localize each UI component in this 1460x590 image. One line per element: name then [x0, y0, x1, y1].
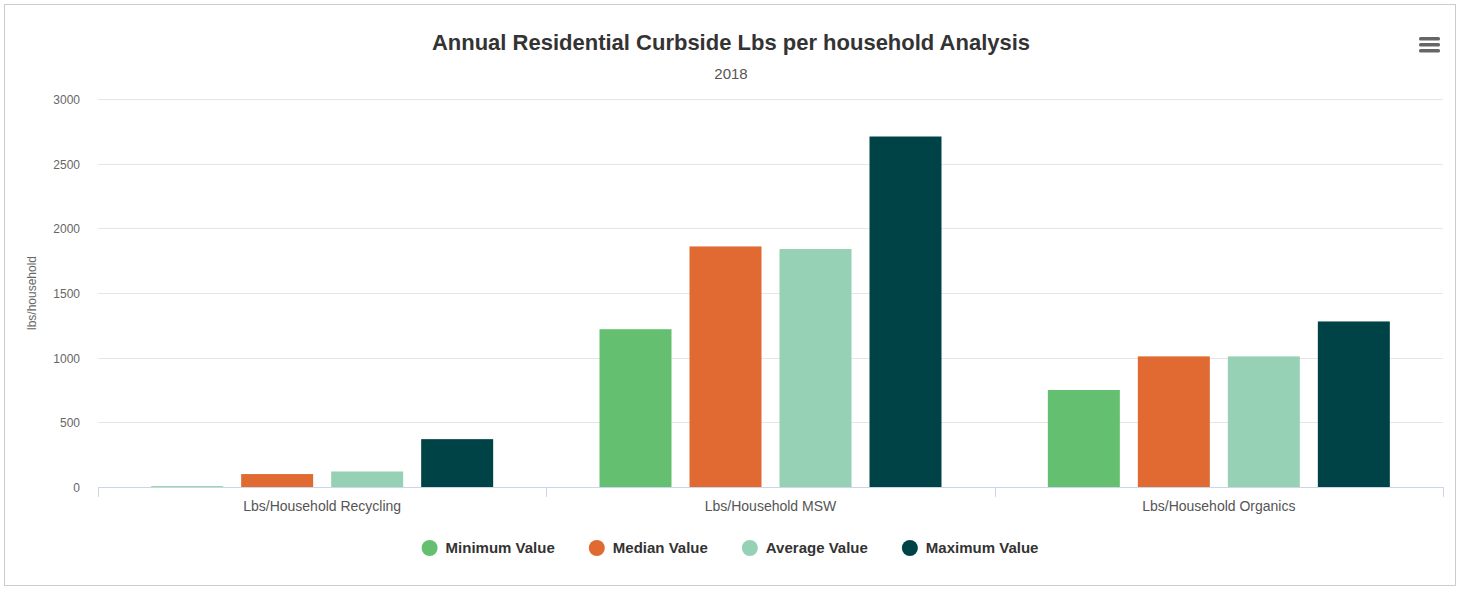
- y-tick-label: 1000: [53, 352, 80, 366]
- x-axis-tick: [546, 487, 547, 497]
- grid-line: [98, 164, 1443, 165]
- chart-title: Annual Residential Curbside Lbs per hous…: [432, 30, 1030, 55]
- legend-item[interactable]: Median Value: [589, 539, 708, 556]
- legend-marker: [422, 540, 438, 556]
- legend-marker: [589, 540, 605, 556]
- bar[interactable]: [241, 474, 313, 487]
- y-tick-label: 0: [73, 481, 80, 495]
- bar[interactable]: [1228, 356, 1300, 487]
- bar[interactable]: [1048, 390, 1120, 487]
- grid-line: [98, 99, 1443, 100]
- x-axis-line: [98, 487, 1443, 488]
- y-tick-label: 500: [60, 416, 80, 430]
- legend-item[interactable]: Maximum Value: [902, 539, 1039, 556]
- bar[interactable]: [1138, 356, 1210, 487]
- legend-label: Median Value: [613, 539, 708, 556]
- chart-subtitle: 2018: [714, 65, 747, 82]
- menu-icon-line: [1419, 43, 1440, 47]
- bar[interactable]: [600, 329, 672, 487]
- bar[interactable]: [780, 249, 852, 487]
- grid-line: [98, 228, 1443, 229]
- legend-marker: [742, 540, 758, 556]
- y-tick-label: 2500: [53, 158, 80, 172]
- chart-frame: [5, 5, 1456, 586]
- bar[interactable]: [151, 486, 223, 487]
- x-tick-label: Lbs/Household Recycling: [243, 498, 401, 514]
- chart-container: Annual Residential Curbside Lbs per hous…: [0, 0, 1460, 590]
- y-axis-title: lbs/household: [25, 256, 39, 330]
- menu-button[interactable]: [1419, 37, 1440, 53]
- legend-marker: [902, 540, 918, 556]
- legend-label: Minimum Value: [446, 539, 555, 556]
- bar[interactable]: [690, 246, 762, 487]
- y-tick-label: 1500: [53, 287, 80, 301]
- menu-icon-line: [1419, 49, 1440, 53]
- legend-label: Maximum Value: [926, 539, 1039, 556]
- x-axis-tick: [995, 487, 996, 497]
- bar[interactable]: [421, 439, 493, 487]
- x-tick-label: Lbs/Household MSW: [705, 498, 837, 514]
- x-axis-tick: [98, 487, 99, 497]
- bar[interactable]: [1318, 321, 1390, 487]
- legend: Minimum Value Median Value Average Value Ma…: [422, 539, 1039, 556]
- bar[interactable]: [331, 471, 403, 487]
- y-grid: [98, 100, 1443, 488]
- menu-icon-line: [1419, 37, 1440, 41]
- y-tick-label: 2000: [53, 222, 80, 236]
- grid-line: [98, 293, 1443, 294]
- bars: [151, 137, 1390, 487]
- legend-label: Average Value: [766, 539, 868, 556]
- chart-svg: Annual Residential Curbside Lbs per hous…: [0, 0, 1460, 590]
- x-axis-tick: [1443, 487, 1444, 497]
- x-tick-label: Lbs/Household Organics: [1142, 498, 1295, 514]
- legend-item[interactable]: Average Value: [742, 539, 868, 556]
- grid-line: [98, 487, 1443, 488]
- legend-item[interactable]: Minimum Value: [422, 539, 555, 556]
- bar[interactable]: [870, 137, 942, 487]
- y-tick-label: 3000: [53, 93, 80, 107]
